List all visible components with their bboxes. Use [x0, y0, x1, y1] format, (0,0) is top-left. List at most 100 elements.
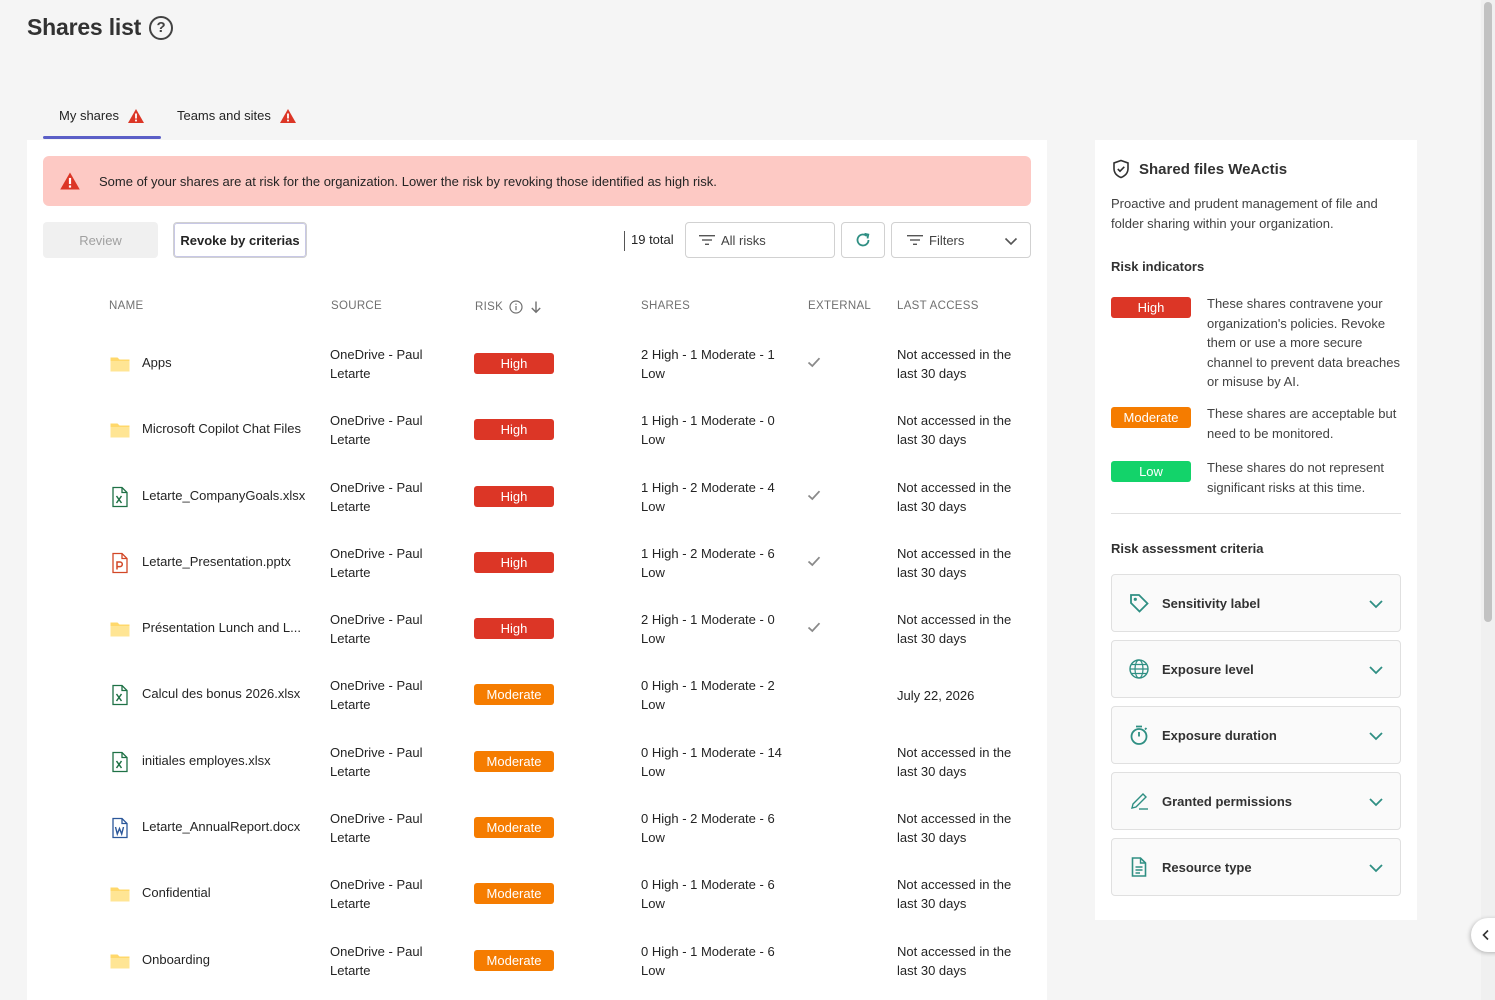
side-panel-description: Proactive and prudent management of file… [1111, 196, 1378, 231]
risk-badge: High [474, 551, 554, 573]
share-counts: 0 High - 1 Moderate - 2 Low [641, 678, 775, 713]
page-title: Shares list [27, 14, 142, 40]
tab-my-shares[interactable]: My shares [43, 92, 161, 139]
column-header-risk-label: RISK [475, 301, 504, 313]
page-scrollbar[interactable] [1481, 0, 1495, 1000]
risk-criteria-heading: Risk assessment criteria [1111, 541, 1264, 556]
column-header-external[interactable]: EXTERNAL [808, 300, 872, 312]
criteria-exposure-duration[interactable]: Exposure duration [1111, 706, 1401, 764]
checkmark-icon [807, 355, 821, 369]
share-name[interactable]: Calcul des bonus 2026.xlsx [142, 686, 301, 702]
excel-file-icon [109, 684, 131, 706]
share-source: OneDrive - Paul Letarte [330, 877, 423, 912]
tab-label: Teams and sites [176, 108, 271, 123]
share-name[interactable]: Présentation Lunch and L... [142, 620, 302, 636]
last-access: Not accessed in the last 30 days [897, 545, 1012, 580]
info-icon[interactable] [509, 300, 523, 314]
risk-filter-dropdown[interactable]: All risks [685, 222, 835, 258]
risk-badge: High [474, 618, 554, 640]
risk-badge: Moderate [474, 684, 554, 706]
chevron-down-icon [1369, 798, 1383, 807]
column-header-last-access[interactable]: LAST ACCESS [897, 300, 979, 312]
table-row[interactable]: Letarte_CompanyGoals.xlsx OneDrive - Paul… [27, 463, 1047, 529]
timer-icon [1130, 725, 1148, 745]
checkmark-icon [807, 554, 821, 568]
share-name[interactable]: Confidential [142, 885, 211, 901]
table-header: NAME SOURCE RISK SHARES EXTERNAL LAST AC… [27, 300, 1047, 316]
filters-dropdown[interactable]: Filters [891, 222, 1031, 258]
column-header-source[interactable]: SOURCE [331, 300, 383, 312]
risk-badge: Moderate [474, 750, 554, 772]
criteria-resource-type[interactable]: Resource type [1111, 838, 1401, 896]
last-access: Not accessed in the last 30 days [897, 943, 1012, 978]
filter-icon [699, 235, 715, 245]
chevron-left-icon [1482, 929, 1489, 941]
chevron-down-icon [1369, 864, 1383, 873]
side-panel-header: Shared files WeActis [1111, 159, 1287, 179]
folder-icon [109, 618, 131, 640]
table-row[interactable]: Calcul des bonus 2026.xlsx OneDrive - Pau… [27, 661, 1047, 727]
folder-icon [109, 353, 131, 375]
risk-badge-moderate: Moderate [1111, 407, 1191, 428]
table-row[interactable]: Confidential OneDrive - Paul Letarte Moder… [27, 860, 1047, 926]
criteria-granted-permissions[interactable]: Granted permissions [1111, 772, 1401, 830]
share-name[interactable]: Letarte_CompanyGoals.xlsx [142, 487, 306, 503]
tab-teams-and-sites[interactable]: Teams and sites [161, 92, 313, 139]
scrollbar-thumb[interactable] [1484, 2, 1492, 622]
share-counts: 1 High - 1 Moderate - 0 Low [641, 413, 775, 448]
excel-file-icon [109, 486, 131, 508]
table-row[interactable]: Microsoft Copilot Chat Files OneDrive - P… [27, 396, 1047, 462]
column-header-shares[interactable]: SHARES [641, 300, 691, 312]
column-header-name[interactable]: NAME [109, 300, 144, 312]
share-name[interactable]: Apps [142, 355, 172, 370]
table-row[interactable]: Letarte_AnnualReport.docx OneDrive - Paul… [27, 794, 1047, 860]
warning-icon [127, 108, 144, 123]
risk-filter-value: All risks [721, 232, 766, 248]
toolbar-divider [624, 231, 625, 251]
shares-list-card: Some of your shares are at risk for the … [27, 140, 1047, 1000]
share-counts: 0 High - 1 Moderate - 6 Low [641, 943, 775, 978]
table-row[interactable]: Présentation Lunch and L... OneDrive - Pa… [27, 595, 1047, 661]
share-counts: 2 High - 1 Moderate - 1 Low [641, 347, 775, 381]
share-counts: 1 High - 2 Moderate - 6 Low [641, 545, 775, 580]
pen-icon [1131, 793, 1148, 810]
share-counts: 0 High - 1 Moderate - 6 Low [641, 877, 775, 912]
share-name[interactable]: initiales employes.xlsx [142, 752, 271, 768]
column-header-risk[interactable]: RISK [475, 300, 543, 314]
share-counts: 0 High - 1 Moderate - 14 Low [641, 744, 782, 779]
share-source: OneDrive - Paul Letarte [330, 943, 423, 978]
share-name[interactable]: Onboarding [142, 951, 210, 967]
divider [1111, 513, 1401, 514]
revoke-by-criterias-button[interactable]: Revoke by criterias [173, 222, 307, 258]
risk-badge: Moderate [474, 949, 554, 971]
risk-badge-high: High [1111, 297, 1191, 318]
review-button[interactable]: Review [43, 222, 158, 258]
refresh-icon [856, 232, 870, 247]
criteria-label: Exposure level [1162, 661, 1254, 677]
indicator-description: These shares are acceptable but need to … [1207, 406, 1397, 441]
table-row[interactable]: Letarte_Presentation.pptx OneDrive - Paul… [27, 529, 1047, 595]
folder-icon [109, 419, 131, 441]
folder-icon [109, 883, 131, 905]
share-source: OneDrive - Paul Letarte [330, 678, 423, 713]
share-name[interactable]: Letarte_Presentation.pptx [142, 553, 291, 569]
table-row[interactable]: Apps OneDrive - Paul Letarte High 2 High - … [27, 330, 1047, 396]
collapse-panel-button[interactable] [1471, 918, 1495, 952]
criteria-exposure-level[interactable]: Exposure level [1111, 640, 1401, 698]
toolbar: Review Revoke by criterias 19 total All … [43, 222, 1031, 258]
last-access: July 22, 2026 [897, 688, 975, 704]
table-row[interactable]: initiales employes.xlsx OneDrive - Paul L… [27, 728, 1047, 794]
risk-indicators-heading: Risk indicators [1111, 259, 1205, 274]
risk-badge: High [474, 353, 554, 374]
last-access: Not accessed in the last 30 days [897, 877, 1012, 912]
refresh-button[interactable] [841, 222, 885, 258]
shares-table-body: Apps OneDrive - Paul Letarte High 2 High - … [27, 330, 1047, 993]
share-name[interactable]: Microsoft Copilot Chat Files [142, 421, 301, 437]
tab-bar: My shares Teams and sites [43, 92, 313, 139]
table-row[interactable]: Onboarding OneDrive - Paul Letarte Moderat… [27, 927, 1047, 993]
sort-descending-icon[interactable] [529, 300, 543, 314]
share-name[interactable]: Letarte_AnnualReport.docx [142, 819, 301, 835]
criteria-sensitivity-label[interactable]: Sensitivity label [1111, 574, 1401, 632]
help-icon[interactable]: ? [149, 15, 174, 40]
checkmark-icon [807, 620, 821, 634]
